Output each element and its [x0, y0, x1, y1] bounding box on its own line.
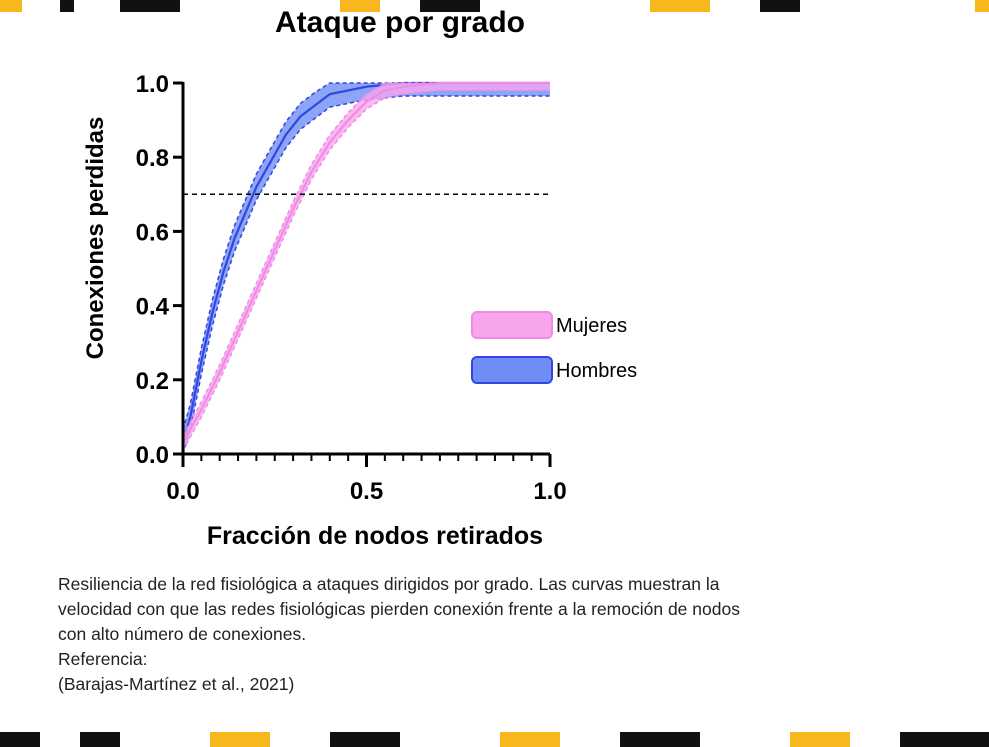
y-tick-label: 1.0	[136, 71, 169, 98]
decor-accent-block	[620, 732, 700, 747]
caption-reference-label: Referencia:	[58, 649, 148, 669]
degree-attack-chart: Ataque por grado Conexiones perdidas Fra…	[82, 6, 637, 550]
decor-accent-block	[0, 732, 40, 747]
chart-title: Ataque por grado	[275, 6, 525, 39]
decor-accent-block	[340, 0, 380, 12]
y-tick-label: 0.8	[136, 145, 169, 172]
x-axis-title: Fracción de nodos retirados	[207, 522, 543, 550]
hombres-upper-bound-line	[182, 82, 550, 431]
decor-accent-block	[60, 0, 74, 12]
legend-label-mujeres: Mujeres	[556, 315, 627, 337]
legend-swatch-mujeres	[471, 311, 553, 339]
decor-accent-block	[900, 732, 989, 747]
decor-accent-block	[210, 732, 270, 747]
x-tick-label: 1.0	[533, 478, 566, 505]
mujeres-lower-bound-line	[182, 89, 550, 451]
y-tick-label: 0.4	[136, 294, 170, 321]
caption-line: con alto número de conexiones.	[58, 624, 307, 644]
decor-accent-block	[80, 732, 120, 747]
y-tick-label: 0.2	[136, 368, 169, 395]
top-decorative-strip	[0, 0, 989, 12]
decor-accent-block	[120, 0, 180, 12]
plot-area	[181, 81, 550, 455]
decor-accent-block	[420, 0, 480, 12]
decor-accent-block	[975, 0, 989, 12]
mujeres-series-line	[182, 81, 550, 444]
decor-accent-block	[500, 732, 560, 747]
axes: 0.0 0.2 0.4 0.6 0.8 1.0 0.0 0.5 1.0	[136, 71, 567, 505]
x-tick-label: 0.0	[166, 478, 199, 505]
decor-accent-block	[790, 732, 850, 747]
figure-caption: Resiliencia de la red fisiológica a ataq…	[58, 572, 978, 697]
decor-accent-block	[650, 0, 710, 12]
decor-accent-block	[0, 0, 22, 12]
hombres-lower-bound-line	[182, 95, 550, 455]
caption-line: velocidad con que las redes fisiológicas…	[58, 599, 740, 619]
hombres-confidence-band	[183, 83, 550, 454]
decor-accent-block	[330, 732, 400, 747]
x-tick-label: 0.5	[350, 478, 383, 505]
y-axis-title: Conexiones perdidas	[82, 117, 109, 360]
bottom-decorative-strip	[0, 732, 989, 747]
y-tick-label: 0.0	[136, 442, 169, 469]
legend: Mujeres Hombres	[471, 311, 637, 384]
caption-citation: (Barajas-Martínez et al., 2021)	[58, 674, 295, 694]
hombres-series-line	[181, 81, 550, 444]
legend-swatch-hombres	[471, 356, 553, 384]
mujeres-confidence-band	[183, 83, 550, 451]
y-tick-label: 0.6	[136, 219, 169, 246]
caption-line: Resiliencia de la red fisiológica a ataq…	[58, 574, 720, 594]
decor-accent-block	[760, 0, 800, 12]
legend-label-hombres: Hombres	[556, 360, 637, 382]
